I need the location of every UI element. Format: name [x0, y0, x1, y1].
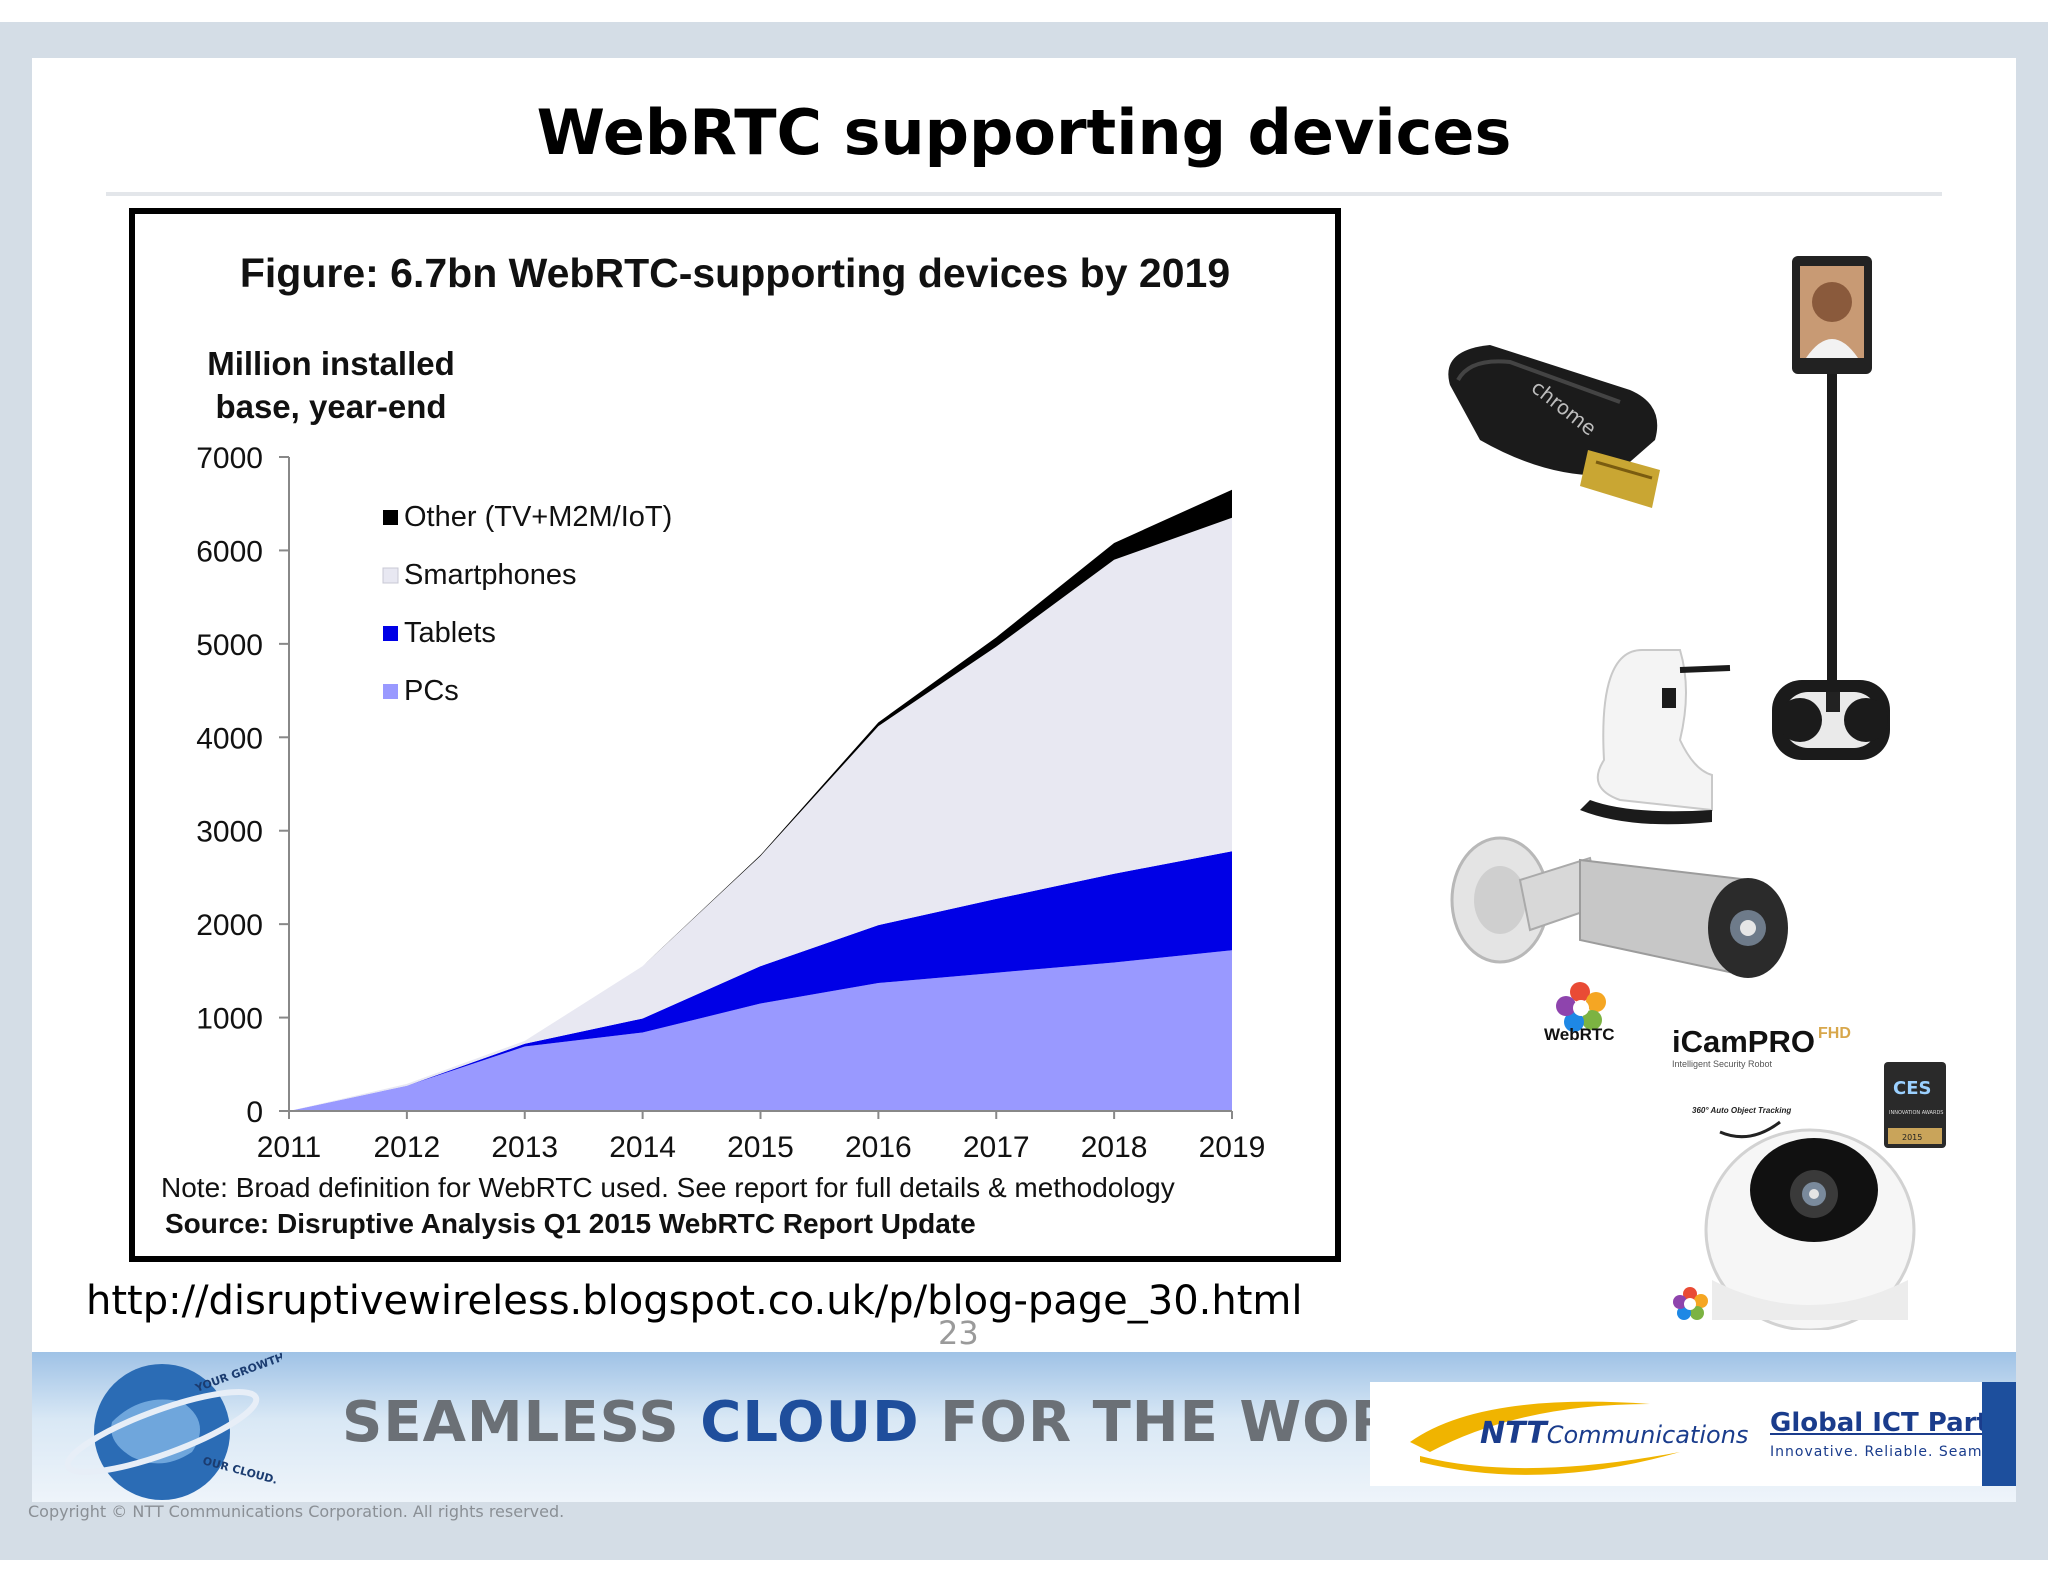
x-tick-label: 2014 — [609, 1131, 676, 1164]
y-axis-label-line2: base, year-end — [215, 388, 447, 425]
legend-label-tablets: Tablets — [404, 617, 496, 649]
dome-camera — [1704, 1128, 1916, 1330]
globe-text-growth: YOUR GROWTH. — [193, 1352, 282, 1395]
legend-label-smartphones: Smartphones — [404, 559, 577, 591]
x-tick-label: 2019 — [1199, 1131, 1266, 1164]
x-tick-label: 2016 — [845, 1131, 912, 1164]
ntt-logo-panel: NTTCommunications Global ICT Partner Inn… — [1370, 1382, 2016, 1486]
area-smartphones — [289, 517, 1232, 1111]
y-tick-label: 6000 — [196, 535, 263, 568]
chart-axes: 0 1000 2000 3000 4000 5000 6000 7000 2011 2012 201… — [196, 442, 1265, 1164]
chart-areas — [289, 489, 1232, 1111]
ntt-tagline: Innovative. Reliable. Seamless. — [1770, 1444, 2016, 1460]
legend-swatch-pcs — [383, 684, 398, 699]
charging-dock — [1580, 649, 1731, 825]
slide-title: WebRTC supporting devices — [536, 96, 1512, 169]
tracking-label: 360° Auto Object Tracking — [1692, 1106, 1791, 1115]
icampro-fhd: FHD — [1818, 1025, 1851, 1042]
x-tick-label: 2013 — [491, 1131, 558, 1164]
webrtc-logo-label: WebRTC — [1544, 1025, 1615, 1044]
globe-icon: YOUR GROWTH. OUR CLOUD. — [64, 1352, 282, 1500]
device-illustrations: chrome WebRTC — [1448, 256, 1946, 1330]
banner-slogan-part1: SEAMLESS — [342, 1390, 701, 1455]
icampro-subtitle: Intelligent Security Robot — [1672, 1059, 1773, 1069]
y-tick-label: 2000 — [196, 909, 263, 942]
ntt-swoosh-icon — [1410, 1401, 1680, 1475]
ces-year: 2015 — [1902, 1133, 1922, 1142]
chart-svg: 0 1000 2000 3000 4000 5000 6000 7000 2011 2012 201… — [196, 442, 1265, 1164]
area-tablets — [289, 851, 1232, 1111]
chart-note: Note: Broad definition for WebRTC used. … — [161, 1172, 1175, 1203]
area-pcs — [289, 950, 1232, 1111]
banner-slogan-cloud: CLOUD — [700, 1390, 920, 1455]
ntt-logo-rest: Communications — [1546, 1421, 1749, 1449]
ces-award-badge: CES INNOVATION AWARDS 2015 — [1884, 1062, 1946, 1148]
y-tick-label: 5000 — [196, 629, 263, 662]
security-camera — [1450, 836, 1788, 978]
x-tick-label: 2017 — [963, 1131, 1030, 1164]
ntt-communications-logo: NTTCommunications — [1480, 1416, 1748, 1451]
telepresence-robot — [1772, 256, 1890, 760]
legend-label-other-tv-m2m-iot: Other (TV+M2M/IoT) — [404, 501, 672, 533]
webrtc-logo: WebRTC — [1544, 982, 1615, 1044]
chart-legend: Other (TV+M2M/IoT) Smartphones Tablets PCs — [382, 501, 672, 707]
legend-swatch-smartphones — [382, 567, 399, 584]
y-tick-label: 1000 — [196, 1003, 263, 1036]
area-other-tv-m2m-iot — [289, 489, 1232, 1111]
x-tick-label: 2011 — [257, 1131, 322, 1164]
legend-label-pcs: PCs — [404, 675, 459, 707]
ces-subtitle: INNOVATION AWARDS — [1889, 1110, 1943, 1116]
y-tick-label: 3000 — [196, 816, 263, 849]
webrtc-small-icon — [1673, 1287, 1708, 1320]
title-divider — [106, 192, 1942, 196]
y-axis-label: Million installed base, year-end — [181, 342, 481, 428]
legend-swatch-other-tv-m2m-iot — [383, 510, 398, 525]
banner-edge-accent — [1982, 1382, 2016, 1486]
icampro-logo: iCamPRO — [1672, 1024, 1815, 1059]
footer-banner: YOUR GROWTH. OUR CLOUD. SEAMLESS CLOUD F… — [32, 1352, 2016, 1502]
source-url: http://disruptivewireless.blogspot.co.uk… — [86, 1278, 1303, 1324]
icampro-branding: iCamPRO FHD Intelligent Security Robot 3… — [1672, 1024, 1851, 1139]
x-tick-label: 2015 — [727, 1131, 794, 1164]
y-tick-label: 4000 — [196, 722, 263, 755]
y-axis-label-line1: Million installed — [207, 345, 455, 382]
x-tick-label: 2018 — [1081, 1131, 1148, 1164]
legend-swatch-tablets — [383, 626, 398, 641]
banner-slogan: SEAMLESS CLOUD FOR THE WORLD — [342, 1390, 1479, 1455]
ces-label: CES — [1893, 1078, 1931, 1099]
ntt-logo-brand: NTT — [1480, 1416, 1547, 1451]
chart-title: Figure: 6.7bn WebRTC-supporting devices … — [239, 250, 1231, 296]
x-tick-label: 2012 — [374, 1131, 441, 1164]
chart-source: Source: Disruptive Analysis Q1 2015 WebR… — [165, 1208, 976, 1239]
copyright-notice: Copyright © NTT Communications Corporati… — [28, 1502, 565, 1521]
y-tick-label: 7000 — [196, 442, 263, 475]
ntt-partner-text: Global ICT Partner — [1770, 1408, 2016, 1438]
page-number: 23 — [938, 1314, 979, 1352]
chromecast-dongle: chrome — [1448, 345, 1660, 508]
y-tick-label: 0 — [246, 1096, 263, 1129]
chart-panel: 0 1000 2000 3000 4000 5000 6000 7000 2011 2012 201… — [129, 208, 1341, 1262]
